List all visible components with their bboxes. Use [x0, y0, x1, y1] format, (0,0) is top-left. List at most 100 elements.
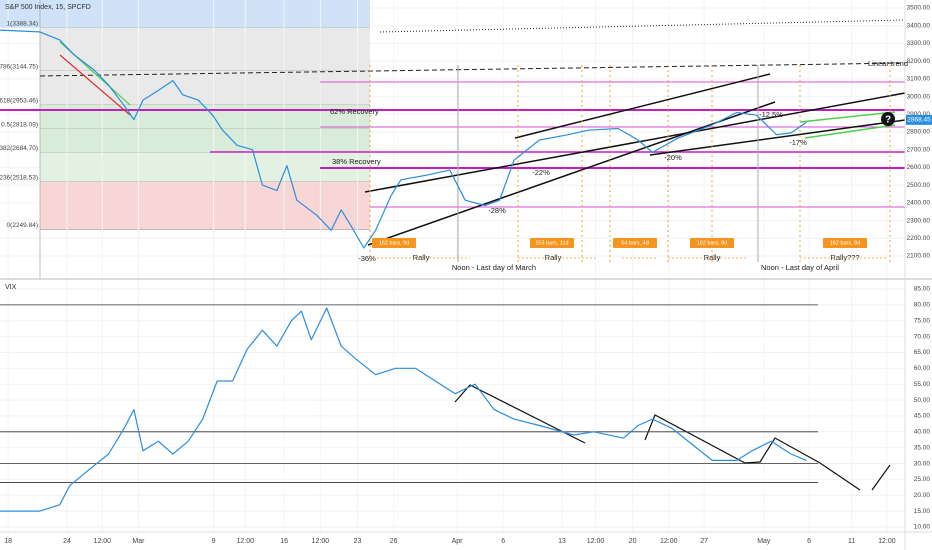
dotted-line [379, 19, 906, 33]
y-tick-label: 2400.00 [907, 200, 931, 207]
annotation: -36% [358, 254, 376, 263]
fib-label: 0.382(2684.70) [0, 145, 38, 152]
y-tick-label: 55.00 [914, 381, 931, 388]
chart-title: VIX [5, 284, 17, 291]
annotation: Noon - Last day of April [761, 263, 839, 272]
y-tick-label: 30.00 [914, 460, 931, 467]
linear-trend-line [39, 62, 906, 77]
fib-label: 0.786(3144.75) [0, 64, 38, 71]
vix-arrow [871, 464, 891, 491]
x-tick-label: 20 [629, 538, 637, 545]
bars-box-label: 162 bars, 8d [830, 240, 861, 246]
channel-line [364, 92, 906, 193]
annotation: Rally??? [830, 253, 859, 262]
x-tick-label: 12:00 [312, 538, 330, 545]
x-tick-label: May [757, 538, 771, 545]
vix-arrow [454, 384, 586, 444]
bars-box [530, 238, 574, 248]
x-tick-label: 24 [63, 538, 71, 545]
y-tick-label: 15.00 [914, 508, 931, 515]
annotation: Rally [704, 253, 721, 262]
bars-box [372, 238, 416, 248]
annotation: 62% Recovery [330, 107, 379, 116]
channel-line [367, 101, 776, 246]
y-tick-label: 2900.00 [907, 111, 931, 118]
annotation: 38% Recovery [332, 157, 381, 166]
x-tick-label: 12:00 [660, 538, 678, 545]
fib-zone [40, 70, 370, 105]
x-tick-label: 12:00 [587, 538, 605, 545]
y-tick-label: 70.00 [914, 333, 931, 340]
x-tick-label: 11 [848, 538, 855, 545]
fib-label: 0.236(2518.53) [0, 175, 38, 182]
price-line [0, 307, 807, 512]
x-tick-label: 23 [354, 538, 362, 545]
question-icon-text: ? [885, 115, 891, 126]
y-tick-label: 20.00 [914, 492, 931, 499]
bars-box [823, 238, 867, 248]
y-tick-label: 65.00 [914, 349, 931, 356]
x-tick-label: Apr [452, 538, 464, 545]
y-tick-label: 10.00 [914, 524, 931, 531]
fib-label: 0.5(2818.09) [1, 122, 38, 129]
y-tick-label: 2600.00 [907, 164, 931, 171]
y-tick-label: 3100.00 [907, 76, 931, 83]
annotation: Rally [413, 253, 430, 262]
x-tick-label: 6 [501, 538, 505, 545]
y-tick-label: 25.00 [914, 476, 931, 483]
bars-box-label: 54 bars, 4d [621, 240, 649, 246]
green-channel [804, 124, 896, 139]
y-tick-label: 3200.00 [907, 58, 931, 65]
y-tick-label: 2100.00 [907, 253, 931, 260]
y-tick-label: 35.00 [914, 444, 931, 451]
y-tick-label: 2300.00 [907, 217, 931, 224]
fib-zone [40, 128, 370, 153]
y-tick-label: 3400.00 [907, 22, 931, 29]
annotation: Noon - Last day of March [452, 263, 536, 272]
chart-title: S&P 500 Index, 15, SPCFD [5, 4, 91, 11]
annotation: -12.5% [759, 110, 783, 119]
x-tick-label: 27 [700, 538, 708, 545]
bars-box-label: 162 bars, 9d [379, 240, 410, 246]
annotation: -22% [532, 168, 550, 177]
fib-zone [40, 152, 370, 182]
green-channel [799, 111, 896, 123]
fib-label: 1(3388.34) [7, 20, 38, 27]
last-price-label: 2868.45 [907, 117, 931, 124]
bars-box-label: 162 bars, 8d [697, 240, 728, 246]
y-tick-label: 60.00 [914, 365, 931, 372]
y-tick-label: 45.00 [914, 413, 931, 420]
x-tick-label: Mar [132, 538, 145, 545]
fib-zone [40, 181, 370, 230]
vix-arrow [644, 414, 861, 491]
y-tick-label: 2500.00 [907, 182, 931, 189]
drawings: ? [0, 19, 906, 491]
x-tick-label: 26 [390, 538, 398, 545]
annotation: Linear trend [868, 59, 908, 68]
x-tick-label: 13 [558, 538, 566, 545]
backgrounds [0, 0, 905, 532]
price-line [0, 29, 807, 249]
y-tick-label: 2700.00 [907, 146, 931, 153]
annotation: -17% [789, 138, 807, 147]
y-tick-label: 75.00 [914, 317, 931, 324]
x-tick-label: 18 [4, 538, 12, 545]
y-tick-label: 3000.00 [907, 93, 931, 100]
x-tick-label: 12:00 [236, 538, 254, 545]
channel-line [514, 73, 771, 139]
y-tick-label: 40.00 [914, 429, 931, 436]
y-tick-label: 2200.00 [907, 235, 931, 242]
y-tick-label: 2800.00 [907, 129, 931, 136]
bars-box [613, 238, 657, 248]
annotation: Rally [545, 253, 562, 262]
last-price-box [906, 114, 932, 125]
x-tick-label: 16 [280, 538, 288, 545]
annotation: -28% [488, 206, 506, 215]
x-tick-label: 6 [807, 538, 811, 545]
red-channel [59, 54, 131, 116]
y-tick-label: 3500.00 [907, 5, 931, 12]
x-tick-label: 12:00 [93, 538, 111, 545]
x-tick-label: 9 [212, 538, 216, 545]
y-tick-label: 80.00 [914, 302, 931, 309]
